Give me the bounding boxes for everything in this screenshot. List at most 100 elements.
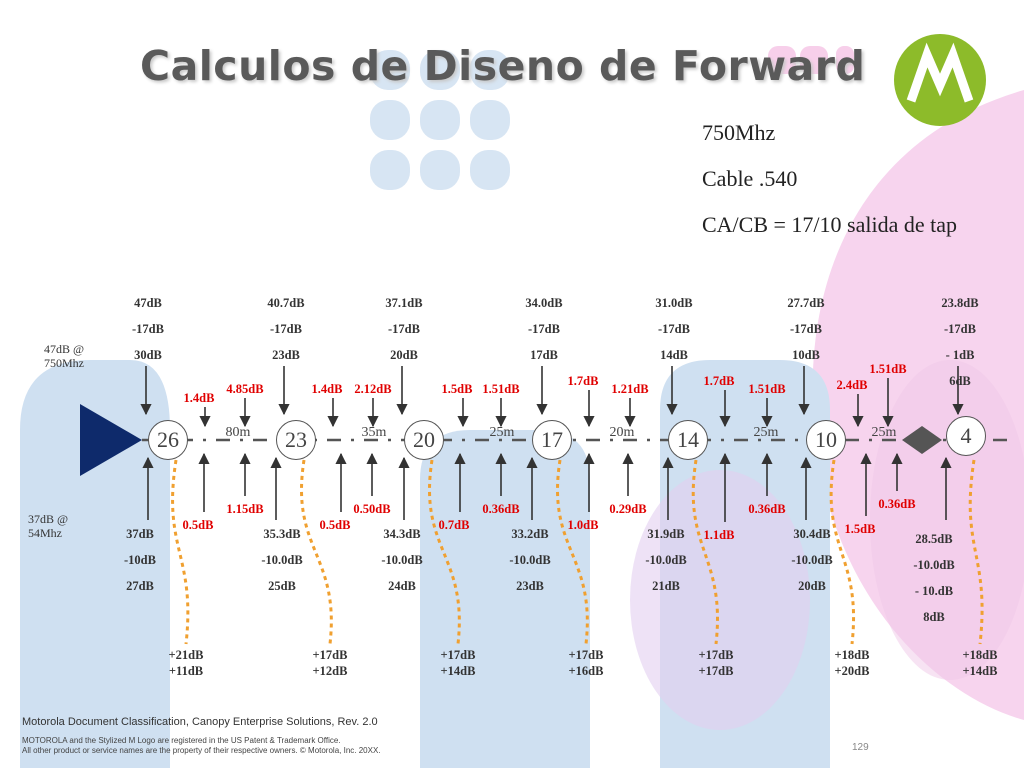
footer-trademark-line2: All other product or service names are t… [22, 746, 381, 755]
reverse-loss: 1.1dB [703, 528, 735, 542]
info-ratio: CA/CB = 17/10 salida de tap [702, 212, 957, 237]
tap-23: 23 [276, 420, 316, 460]
forward-input-label: 47dB @ 750Mhz [44, 342, 84, 370]
reverse-level: 27dB [126, 579, 154, 593]
reverse-loss: 0.7dB [438, 518, 470, 532]
tap-17: 17 [532, 420, 572, 460]
reverse-level: -10dB [124, 553, 156, 567]
drop-cable [968, 459, 984, 645]
drop-cable [300, 459, 333, 645]
tap-20: 20 [404, 420, 444, 460]
forward-level: 47dB [134, 296, 162, 310]
reverse-level: 25dB [268, 579, 296, 593]
forward-loss: 1.7dB [567, 374, 599, 388]
forward-loss: 1.4dB [183, 391, 215, 405]
footer-trademark-line1: MOTOROLA and the Stylized M Logo are reg… [22, 736, 341, 745]
amplifier-icon [80, 404, 142, 476]
reverse-input-label: 37dB @ 54Mhz [28, 512, 68, 540]
footer-trademark: MOTOROLA and the Stylized M Logo are reg… [22, 736, 381, 756]
reverse-input-line1: 37dB @ [28, 512, 69, 526]
terminator-icon [902, 426, 942, 454]
reverse-input-line2: 54Mhz [28, 526, 62, 540]
reverse-level: 28.5dB [915, 532, 953, 546]
forward-loss: 1.21dB [611, 382, 649, 396]
drop-cable [428, 459, 461, 645]
outlet-level: +18dB [834, 648, 870, 662]
forward-loss: 2.4dB [836, 378, 868, 392]
forward-loss: 1.4dB [311, 382, 343, 396]
forward-level: -17dB [658, 322, 690, 336]
forward-level: 37.1dB [385, 296, 423, 310]
forward-level: 14dB [660, 348, 688, 362]
forward-loss: 1.51dB [482, 382, 520, 396]
forward-loss: 1.51dB [869, 362, 907, 376]
footer-classification: Motorola Document Classification, Canopy… [22, 716, 378, 728]
forward-level: -17dB [528, 322, 560, 336]
reverse-level: -10.0dB [913, 558, 955, 572]
reverse-level: -10.0dB [381, 553, 423, 567]
forward-loss: 2.12dB [354, 382, 392, 396]
tap-4: 4 [946, 416, 986, 456]
forward-level: 34.0dB [525, 296, 563, 310]
outlet-level: +21dB [168, 648, 204, 662]
reverse-loss: 0.5dB [319, 518, 351, 532]
forward-loss: 4.85dB [226, 382, 264, 396]
outlet-level: +20dB [834, 664, 870, 678]
drop-cables [171, 459, 984, 645]
forward-level: 10dB [792, 348, 820, 362]
outlet-level: +17dB [440, 648, 476, 662]
reverse-level: 23dB [516, 579, 544, 593]
forward-level: 40.7dB [267, 296, 305, 310]
info-cable: Cable .540 [702, 166, 798, 191]
reverse-level: 35.3dB [263, 527, 301, 541]
outlet-level: +17dB [698, 648, 734, 662]
outlet-level: +18dB [962, 648, 998, 662]
outlet-level: +17dB [568, 648, 604, 662]
forward-loss: 1.5dB [441, 382, 473, 396]
drop-cable [556, 459, 589, 645]
signal-arrows [140, 366, 964, 522]
forward-level: 17dB [530, 348, 558, 362]
reverse-loss: 0.5dB [182, 518, 214, 532]
forward-level: -17dB [944, 322, 976, 336]
outlet-level: +17dB [698, 664, 734, 678]
reverse-level: 20dB [798, 579, 826, 593]
reverse-level: 8dB [923, 610, 945, 624]
forward-level: - 1dB [945, 348, 975, 362]
forward-level: -17dB [790, 322, 822, 336]
reverse-level: 31.9dB [647, 527, 685, 541]
reverse-loss: 0.29dB [609, 502, 647, 516]
outlet-level: +17dB [312, 648, 348, 662]
forward-level: 20dB [390, 348, 418, 362]
span-length: 25m [753, 425, 779, 440]
forward-level: 31.0dB [655, 296, 693, 310]
forward-input-line2: 750Mhz [44, 356, 84, 370]
forward-level: 23dB [272, 348, 300, 362]
reverse-level: 30.4dB [793, 527, 831, 541]
reverse-loss: 1.15dB [226, 502, 264, 516]
forward-loss: 1.51dB [748, 382, 786, 396]
reverse-level: -10.0dB [509, 553, 551, 567]
info-frequency: 750Mhz [702, 120, 776, 145]
page-title: Calculos de Diseno de Forward [140, 42, 866, 90]
reverse-loss: 0.50dB [353, 502, 391, 516]
reverse-loss: 0.36dB [878, 497, 916, 511]
span-length: 25m [489, 425, 515, 440]
drop-cable [171, 459, 190, 645]
reverse-loss: 1.5dB [844, 522, 876, 536]
forward-level: -17dB [388, 322, 420, 336]
forward-input-line1: 47dB @ [44, 342, 85, 356]
drop-cable [691, 459, 719, 645]
reverse-level: 34.3dB [383, 527, 421, 541]
reverse-level: 33.2dB [511, 527, 549, 541]
reverse-level: 21dB [652, 579, 680, 593]
forward-level: 23.8dB [941, 296, 979, 310]
tap-26: 26 [148, 420, 188, 460]
page-number: 129 [852, 742, 869, 753]
outlet-level: +14dB [962, 664, 998, 678]
pink-pill-decoration [768, 46, 854, 74]
forward-loss: 1.7dB [703, 374, 735, 388]
drop-cable [829, 459, 855, 645]
forward-level: 6dB [949, 374, 971, 388]
